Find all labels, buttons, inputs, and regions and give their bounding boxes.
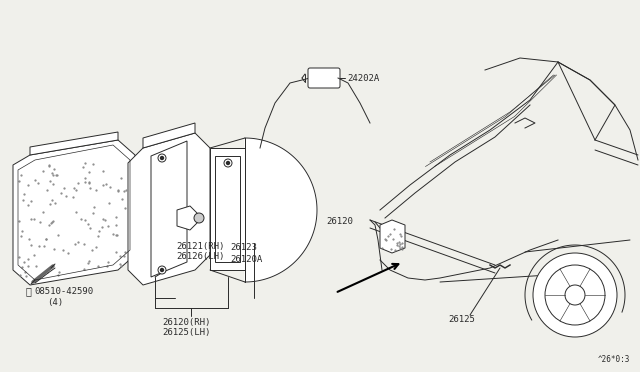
Text: 26120A: 26120A <box>230 256 262 264</box>
Text: 26123: 26123 <box>230 244 257 253</box>
Circle shape <box>227 161 230 164</box>
Text: 08510-42590: 08510-42590 <box>34 286 93 295</box>
Polygon shape <box>151 141 187 277</box>
Circle shape <box>224 159 232 167</box>
Circle shape <box>565 285 585 305</box>
Text: 26120: 26120 <box>326 217 353 225</box>
Circle shape <box>161 157 163 160</box>
Polygon shape <box>30 132 118 155</box>
Circle shape <box>158 266 166 274</box>
FancyBboxPatch shape <box>308 68 340 88</box>
Circle shape <box>161 269 163 272</box>
Circle shape <box>194 213 204 223</box>
Polygon shape <box>380 220 405 253</box>
Text: 26125: 26125 <box>448 315 475 324</box>
Circle shape <box>545 265 605 325</box>
Text: 26121(RH): 26121(RH) <box>176 243 225 251</box>
Polygon shape <box>177 206 197 230</box>
Polygon shape <box>245 138 317 282</box>
Circle shape <box>533 253 617 337</box>
Text: ^26*0:3: ^26*0:3 <box>598 356 630 365</box>
Text: (4): (4) <box>47 298 63 307</box>
Text: 26120(RH): 26120(RH) <box>162 318 211 327</box>
Text: 24202A: 24202A <box>347 74 380 83</box>
Polygon shape <box>128 133 210 285</box>
Polygon shape <box>143 123 195 148</box>
Polygon shape <box>13 140 135 285</box>
Text: 26125(LH): 26125(LH) <box>162 328 211 337</box>
Text: 26126(LH): 26126(LH) <box>176 253 225 262</box>
Polygon shape <box>210 148 245 270</box>
Text: Ⓢ: Ⓢ <box>25 286 31 296</box>
Circle shape <box>158 154 166 162</box>
